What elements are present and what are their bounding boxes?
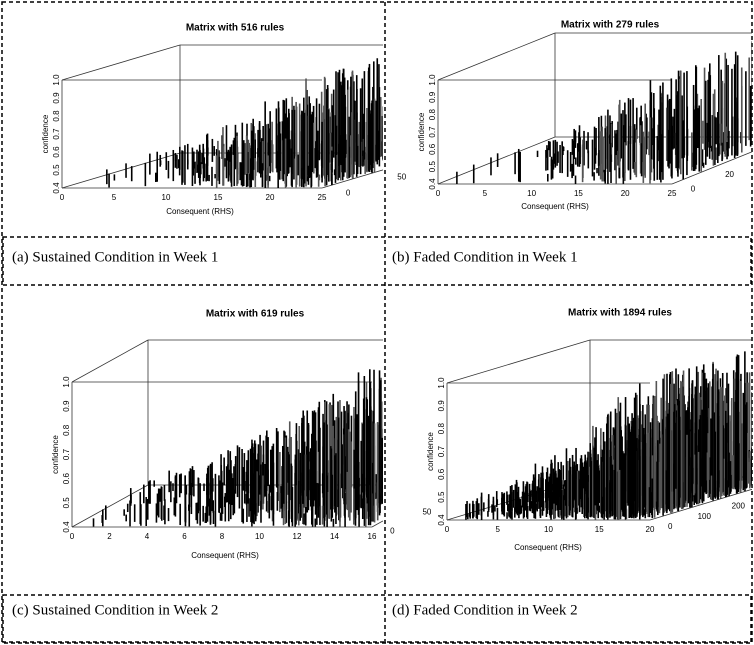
frame-line xyxy=(61,44,181,81)
y-tick-label: 0.6 xyxy=(437,468,446,480)
y-axis-label: confidence xyxy=(417,112,426,151)
caption: (a) Sustained Condition in Week 1 xyxy=(12,249,218,265)
y-tick-label: 0.5 xyxy=(62,497,71,509)
x-tick-label: 0 xyxy=(60,193,65,202)
depth-tick-label: 0 xyxy=(691,185,696,194)
caption-box xyxy=(2,236,752,286)
depth-tick-label: 0 xyxy=(346,188,351,197)
x-tick-label: 14 xyxy=(330,532,339,541)
x-tick-label: 20 xyxy=(621,189,630,198)
x-tick-label: 5 xyxy=(112,193,117,202)
depth-tick-label: 100 xyxy=(698,512,712,521)
y-axis-label: confidence xyxy=(51,435,60,474)
y-tick-label: 1.0 xyxy=(62,376,71,388)
depth-tick-label: 0 xyxy=(668,522,673,531)
y-tick-label: 0.8 xyxy=(62,424,71,436)
caption: (d) Faded Condition in Week 2 xyxy=(392,602,578,618)
y-tick-label: 0.6 xyxy=(428,143,437,155)
frame-line xyxy=(321,169,383,189)
panel-title: Matrix with 1894 rules xyxy=(568,308,672,319)
y-tick-label: 1.0 xyxy=(437,377,446,389)
y-tick-label: 0.8 xyxy=(428,109,437,121)
y-tick-label: 0.4 xyxy=(437,514,446,526)
y-tick-label: 0.6 xyxy=(52,146,61,158)
x-tick-label: 5 xyxy=(483,189,488,198)
frame-line xyxy=(437,136,556,185)
y-axis-label: confidence xyxy=(41,114,50,153)
x-axis-label: Consequent (RHS) xyxy=(191,551,259,560)
x-tick-label: 10 xyxy=(527,189,536,198)
y-tick-label: 0.9 xyxy=(437,400,446,412)
caption: (b) Faded Condition in Week 1 xyxy=(392,249,578,265)
x-tick-label: 25 xyxy=(668,189,677,198)
x-tick-label: 10 xyxy=(544,525,553,534)
panel-title: Matrix with 619 rules xyxy=(206,309,305,320)
frame-line xyxy=(446,339,591,384)
plot xyxy=(437,32,752,185)
x-tick-label: 16 xyxy=(368,532,377,541)
y-tick-label: 0.7 xyxy=(52,128,61,140)
y-tick-label: 0.6 xyxy=(62,473,71,485)
x-tick-label: 4 xyxy=(145,532,150,541)
x-tick-label: 20 xyxy=(266,193,275,202)
frame-line xyxy=(61,152,181,189)
plot xyxy=(446,339,752,521)
depth-tick-label: 50 xyxy=(397,172,406,181)
y-tick-label: 0.7 xyxy=(62,448,71,460)
x-tick-label: 0 xyxy=(70,532,75,541)
y-tick-label: 0.9 xyxy=(428,91,437,103)
frame-line xyxy=(71,339,149,383)
y-tick-label: 0.7 xyxy=(428,126,437,138)
x-tick-label: 12 xyxy=(293,532,302,541)
y-tick-label: 0.8 xyxy=(52,110,61,122)
x-tick-label: 8 xyxy=(220,532,225,541)
panel-title: Matrix with 279 rules xyxy=(561,20,660,31)
caption-box xyxy=(2,594,752,643)
x-tick-label: 5 xyxy=(496,525,501,534)
x-tick-label: 15 xyxy=(595,525,604,534)
y-tick-label: 0.5 xyxy=(437,491,446,503)
x-axis-label: Consequent (RHS) xyxy=(521,202,589,211)
depth-tick-label: 0 xyxy=(390,526,395,535)
frame-line xyxy=(437,32,556,81)
frame-line xyxy=(649,488,752,521)
y-tick-label: 0.9 xyxy=(62,400,71,412)
x-tick-label: 15 xyxy=(214,193,223,202)
y-tick-label: 0.4 xyxy=(52,182,61,194)
y-tick-label: 0.7 xyxy=(437,445,446,457)
y-tick-label: 0.5 xyxy=(428,161,437,173)
x-tick-label: 25 xyxy=(318,193,327,202)
x-tick-label: 0 xyxy=(445,525,450,534)
y-axis-label: confidence xyxy=(426,432,435,471)
x-tick-label: 2 xyxy=(107,532,112,541)
caption: (c) Sustained Condition in Week 2 xyxy=(12,602,218,618)
plot xyxy=(71,339,383,528)
x-axis-label: Consequent (RHS) xyxy=(166,207,234,216)
x-tick-label: 6 xyxy=(182,532,187,541)
y-tick-label: 0.4 xyxy=(428,178,437,190)
x-axis-label: Consequent (RHS) xyxy=(514,543,582,552)
depth-tick-label: 50 xyxy=(422,507,431,516)
y-tick-label: 1.0 xyxy=(428,74,437,86)
y-tick-label: 0.4 xyxy=(62,521,71,533)
y-tick-label: 0.8 xyxy=(437,423,446,435)
frame-line xyxy=(71,484,149,528)
plot xyxy=(61,44,383,189)
panel-title: Matrix with 516 rules xyxy=(186,23,285,34)
x-tick-label: 15 xyxy=(574,189,583,198)
x-tick-label: 0 xyxy=(436,189,441,198)
y-tick-label: 0.9 xyxy=(52,92,61,104)
y-tick-label: 1.0 xyxy=(52,74,61,86)
depth-tick-label: 20 xyxy=(725,170,734,179)
x-tick-label: 20 xyxy=(646,525,655,534)
x-tick-label: 10 xyxy=(255,532,264,541)
frame-line xyxy=(671,151,752,185)
depth-tick-label: 200 xyxy=(732,502,746,511)
y-tick-label: 0.5 xyxy=(52,164,61,176)
x-tick-label: 10 xyxy=(162,193,171,202)
